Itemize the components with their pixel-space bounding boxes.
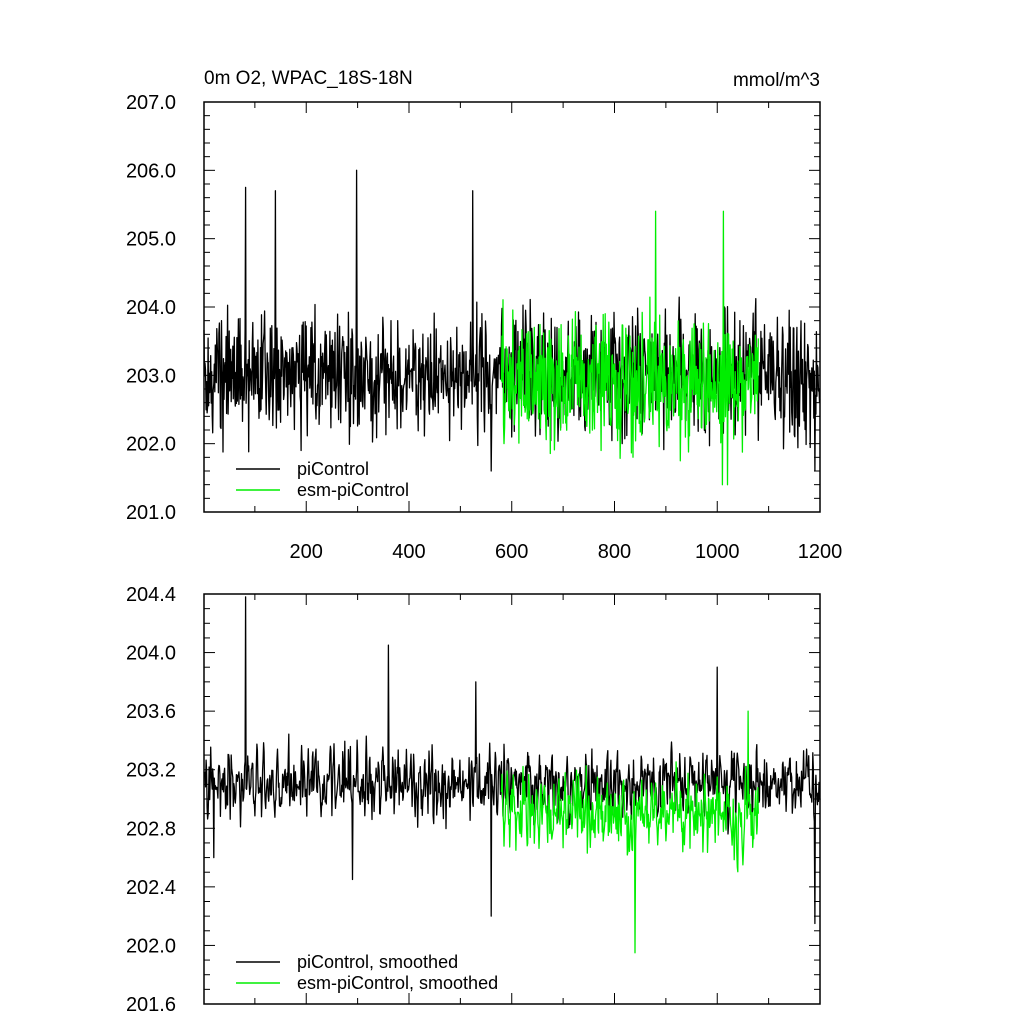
x-tick-label: 800 [598,541,631,563]
y-tick-label: 203.2 [126,760,176,782]
bottom-series-lines [203,596,821,954]
top-series-lines [203,169,821,486]
y-tick-label: 203.0 [126,365,176,387]
top-series-esm-picontrol [500,210,759,486]
x-tick-label: 400 [392,541,425,563]
top-x-ticks: 200 400 600 800 1000 1200 [254,102,843,563]
bottom-series-esm-picontrol-smoothed [500,710,759,954]
y-tick-label: 201.6 [126,994,176,1016]
top-legend: piControl esm-piControl [236,459,409,500]
y-tick-label: 202.0 [126,935,176,957]
top-legend-label-0: piControl [297,459,369,479]
y-tick-label: 204.0 [126,643,176,665]
y-tick-label: 203.6 [126,701,176,723]
top-units: mmol/m^3 [733,70,820,91]
bottom-series-picontrol-smoothed [203,596,821,925]
y-tick-label: 201.0 [126,502,176,524]
y-tick-label: 205.0 [126,229,176,251]
top-plot-frame [203,101,821,513]
bottom-plot-frame [203,593,821,1005]
x-tick-label: 1000 [695,541,740,563]
x-tick-label: 600 [495,541,528,563]
x-tick-label: 200 [290,541,323,563]
top-panel: 0m O2, WPAC_18S-18N mmol/m^3 201.0 202.0 2… [126,68,842,563]
y-tick-label: 202.8 [126,818,176,840]
y-tick-label: 206.0 [126,160,176,182]
y-tick-label: 202.4 [126,877,176,899]
top-title: 0m O2, WPAC_18S-18N [204,68,413,89]
top-legend-label-1: esm-piControl [297,480,409,500]
bottom-panel: 201.6 202.0 202.4 202.8 203.2 203.6 204.0 204.4… [126,584,821,1016]
y-tick-label: 207.0 [126,92,176,114]
bottom-legend: piControl, smoothed esm-piControl, smoot… [236,952,498,993]
y-tick-label: 202.0 [126,434,176,456]
bottom-legend-label-1: esm-piControl, smoothed [297,973,498,993]
bottom-x-ticks [254,594,821,1004]
x-tick-label: 1200 [798,541,843,563]
y-tick-label: 204.4 [126,584,176,606]
y-tick-label: 204.0 [126,297,176,319]
bottom-legend-label-0: piControl, smoothed [297,952,458,972]
